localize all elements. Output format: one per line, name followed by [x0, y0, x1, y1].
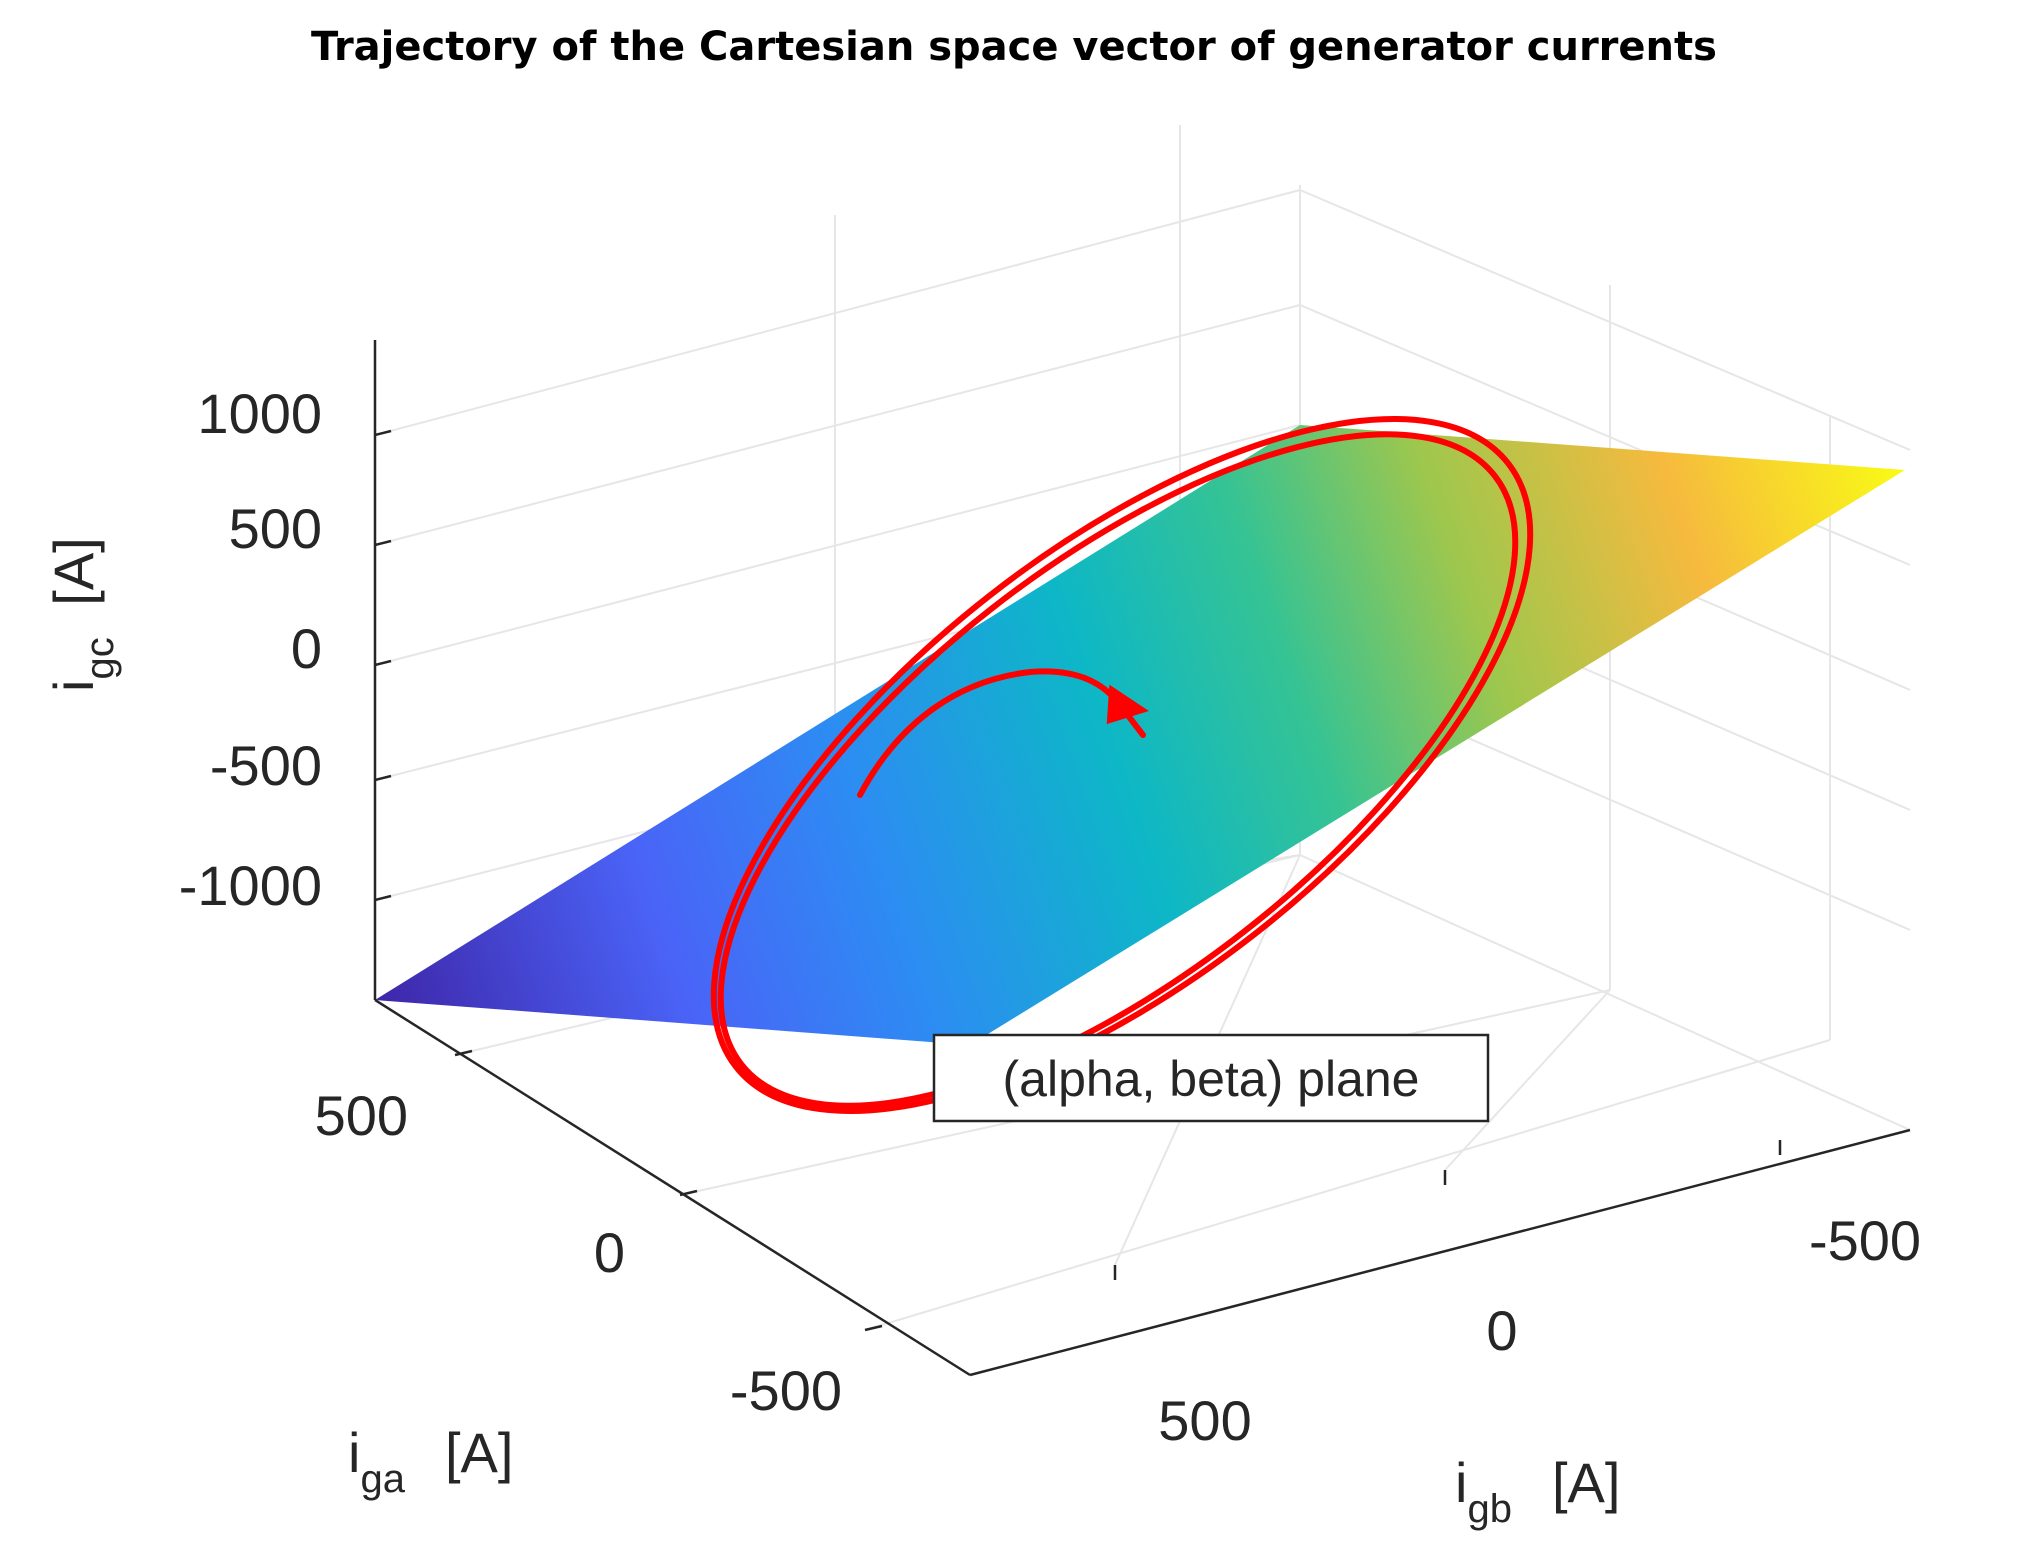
z-tick-label: -500: [210, 734, 322, 797]
plane-annotation-text: (alpha, beta) plane: [1003, 1051, 1420, 1107]
gb-label-sub: gb: [1467, 1487, 1512, 1531]
z-tick-label: 0: [291, 617, 322, 680]
z-axis-label: igc [A]: [42, 537, 122, 692]
z-label-sub: gc: [78, 637, 122, 679]
svg-text:igc [A]: igc [A]: [42, 537, 122, 692]
gb-tick-labels: 500 0 -500: [1158, 1209, 1921, 1452]
z-tick-label: 500: [229, 497, 322, 560]
ga-tick-label: 0: [594, 1221, 625, 1284]
ga-tick-label: 500: [315, 1084, 408, 1147]
z-label-main: i: [42, 680, 105, 692]
gb-tick-label: 500: [1158, 1389, 1251, 1452]
svg-text:iga[A]: iga [A]: [348, 1421, 513, 1501]
plane-annotation: (alpha, beta) plane: [932, 1033, 1490, 1123]
z-tick-label: -1000: [179, 854, 322, 917]
gb-label-main: i: [1455, 1451, 1467, 1514]
gb-tick-label: 0: [1486, 1299, 1517, 1362]
gb-label-unit: [A]: [1552, 1451, 1620, 1514]
ga-tick-label: -500: [730, 1359, 842, 1422]
gb-tick-label: -500: [1809, 1209, 1921, 1272]
chart-title: Trajectory of the Cartesian space vector…: [311, 24, 1717, 70]
ga-label-main: i: [348, 1421, 360, 1484]
z-tick-label: 1000: [197, 382, 322, 445]
gb-axis-label: igb [A]: [1455, 1451, 1620, 1531]
plane-annotation-box: [932, 1033, 1490, 1123]
svg-text:igb[A]: igb [A]: [1455, 1451, 1620, 1531]
current-trajectory: [710, 416, 1534, 1114]
axes: [373, 340, 1911, 1377]
z-label-unit: [A]: [42, 537, 105, 605]
ga-label-unit: [A]: [445, 1421, 513, 1484]
ga-label-sub: ga: [360, 1457, 405, 1501]
ga-tick-labels: 500 0 -500: [315, 1084, 842, 1422]
z-tick-labels: 1000 500 0 -500 -1000: [179, 382, 322, 917]
ga-axis-label: iga [A]: [348, 1421, 513, 1501]
